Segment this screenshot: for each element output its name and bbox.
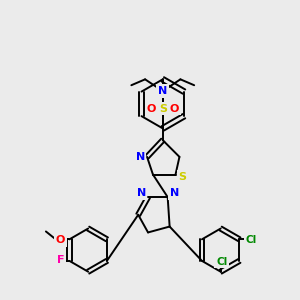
Text: S: S [178,172,186,182]
Text: O: O [56,235,65,245]
Text: N: N [170,188,179,198]
Text: F: F [57,255,64,265]
Text: N: N [158,86,167,96]
Text: Cl: Cl [245,235,257,245]
Text: N: N [136,188,146,198]
Text: S: S [159,104,167,114]
Text: O: O [146,104,156,114]
Text: N: N [136,152,145,162]
Text: O: O [170,104,179,114]
Text: Cl: Cl [216,257,227,267]
